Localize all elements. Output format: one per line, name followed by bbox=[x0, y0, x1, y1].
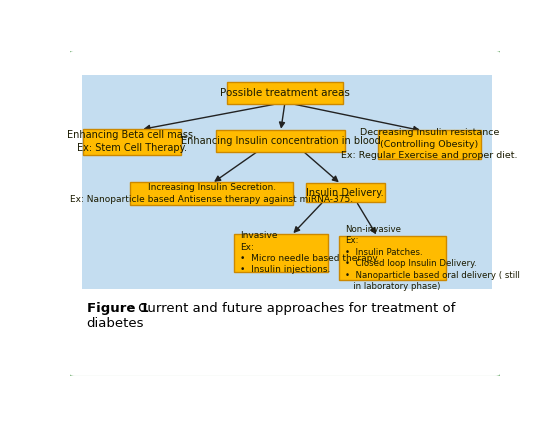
Text: Possible treatment areas: Possible treatment areas bbox=[220, 88, 350, 98]
FancyBboxPatch shape bbox=[68, 50, 502, 377]
FancyBboxPatch shape bbox=[82, 75, 492, 289]
Text: Enhancing Insulin concentration in blood: Enhancing Insulin concentration in blood bbox=[181, 136, 380, 146]
FancyBboxPatch shape bbox=[306, 183, 385, 203]
Text: Non-invasive
Ex:
•  Insulin Patches.
•  Closed loop Insulin Delivery.
•  Nanopar: Non-invasive Ex: • Insulin Patches. • Cl… bbox=[345, 225, 520, 291]
Text: Insulin Delivery.: Insulin Delivery. bbox=[306, 188, 384, 197]
FancyBboxPatch shape bbox=[339, 235, 446, 280]
FancyBboxPatch shape bbox=[227, 82, 342, 104]
Text: Decreasing insulin resistance
(Controlling Obesity)
Ex: Regular Exercise and pro: Decreasing insulin resistance (Controlli… bbox=[341, 128, 518, 160]
Text: Enhancing Beta cell mass.
Ex: Stem Cell Therapy.: Enhancing Beta cell mass. Ex: Stem Cell … bbox=[67, 130, 196, 153]
FancyBboxPatch shape bbox=[130, 182, 293, 205]
FancyBboxPatch shape bbox=[82, 75, 492, 289]
FancyBboxPatch shape bbox=[378, 130, 480, 159]
Text: : Current and future approaches for treatment of
diabetes: : Current and future approaches for trea… bbox=[87, 303, 455, 330]
FancyBboxPatch shape bbox=[216, 130, 345, 151]
Text: Increasing Insulin Secretion.
Ex: Nanoparticle based Antisense therapy against m: Increasing Insulin Secretion. Ex: Nanopa… bbox=[70, 184, 353, 204]
FancyBboxPatch shape bbox=[83, 129, 181, 154]
Text: Invasive
Ex:
•  Micro needle based therapy.
•  Insulin injections.: Invasive Ex: • Micro needle based therap… bbox=[240, 231, 379, 274]
FancyBboxPatch shape bbox=[234, 234, 327, 272]
Text: Figure 1: Figure 1 bbox=[87, 303, 149, 316]
